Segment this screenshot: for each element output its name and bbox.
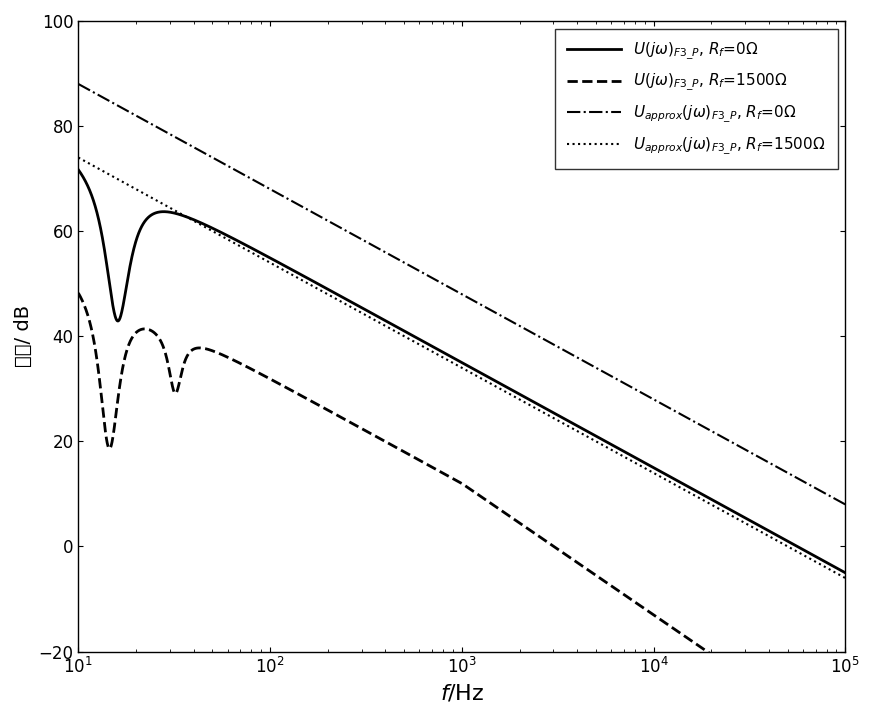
Y-axis label: 幅值/ dB: 幅值/ dB <box>14 305 33 367</box>
X-axis label: $f$/Hz: $f$/Hz <box>440 682 484 703</box>
Legend: $U(j\omega)_{F3\_P}$, $R_f$=0$\Omega$, $U(j\omega)_{F3\_P}$, $R_f$=1500$\Omega$,: $U(j\omega)_{F3\_P}$, $R_f$=0$\Omega$, $… <box>555 29 837 169</box>
